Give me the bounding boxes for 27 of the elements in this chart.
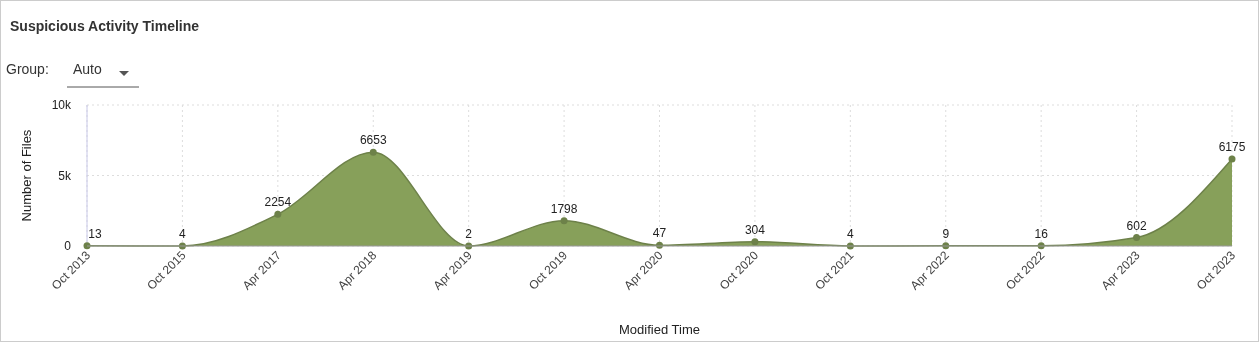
data-label: 6653 <box>359 133 387 148</box>
data-label: 16 <box>1034 226 1049 241</box>
data-label: 9 <box>942 226 950 241</box>
point <box>1133 234 1141 242</box>
point <box>560 217 568 225</box>
point <box>1228 155 1236 163</box>
data-label: 1798 <box>550 201 578 216</box>
data-label: 6175 <box>1218 139 1246 154</box>
text: Group: <box>6 61 49 77</box>
y-axis-title: Number of Files <box>19 129 34 222</box>
x-axis-title: Modified Time <box>619 322 700 337</box>
data-label: 2254 <box>264 195 292 210</box>
y-tick-label: 10k <box>51 98 72 112</box>
point <box>274 210 282 218</box>
data-label: 13 <box>88 226 102 241</box>
chart-title: Suspicious Activity Timeline <box>10 18 200 34</box>
data-label: 602 <box>1126 218 1147 233</box>
text: Auto <box>73 61 103 77</box>
y-tick-label: 5k <box>58 168 72 183</box>
data-label: 4 <box>179 226 187 241</box>
point <box>369 148 377 156</box>
data-label: 2 <box>465 226 473 241</box>
point <box>751 238 759 246</box>
data-label: 304 <box>744 222 766 237</box>
y-tick-label: 0 <box>64 239 72 253</box>
data-label: 47 <box>652 226 667 241</box>
data-label: 4 <box>846 226 854 241</box>
